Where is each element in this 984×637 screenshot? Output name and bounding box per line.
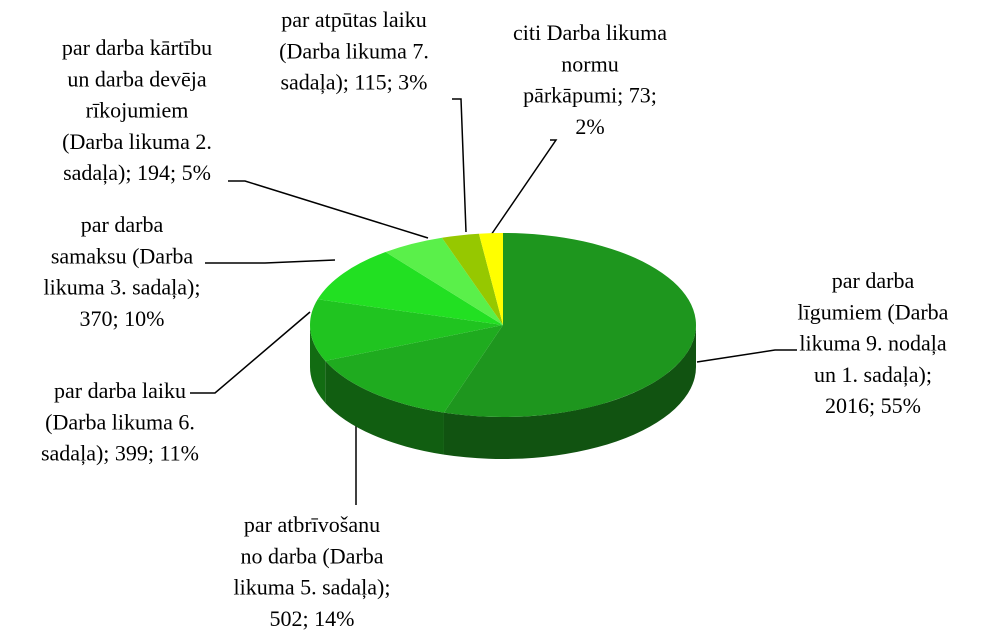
label-line: likuma 5. sadaļa); bbox=[233, 575, 390, 600]
slice bbox=[441, 233, 503, 325]
label-line: citi Darba likuma bbox=[513, 20, 667, 45]
label-line: līgumiem (Darba bbox=[798, 299, 949, 324]
slice bbox=[443, 233, 696, 417]
label-line: pārkāpumi; 73; bbox=[523, 83, 657, 108]
data-label: par darba kārtību un darba devēja rīkojumi… bbox=[62, 35, 212, 185]
leader-line bbox=[228, 180, 429, 239]
pie-sides bbox=[310, 325, 696, 459]
label-line: un 1. sadaļa); bbox=[814, 362, 932, 387]
label-line: par darba kārtību bbox=[62, 35, 212, 60]
leader-line bbox=[696, 349, 797, 363]
label-line: par atbrīvošanu bbox=[244, 512, 380, 537]
label-line: normu bbox=[561, 51, 618, 76]
slice bbox=[309, 299, 503, 361]
leader-line bbox=[490, 139, 558, 236]
data-label: citi Darba likuma normu pārkāpumi; 73; 2% bbox=[513, 20, 667, 139]
label-line: (Darba likuma 6. bbox=[45, 409, 195, 434]
label-line: 2% bbox=[575, 114, 604, 139]
label-line: par darba bbox=[81, 212, 164, 237]
label-line: (Darba likuma 7. bbox=[279, 38, 429, 63]
label-line: 370; 10% bbox=[80, 306, 165, 331]
slice bbox=[317, 251, 503, 325]
slice bbox=[478, 233, 503, 325]
slice bbox=[325, 325, 503, 413]
label-line: likuma 3. sadaļa); bbox=[43, 275, 200, 300]
label-line: par atpūtas laiku bbox=[281, 7, 426, 32]
label-line: un darba devēja bbox=[67, 66, 206, 91]
pie-tops bbox=[309, 233, 696, 417]
label-line: 502; 14% bbox=[270, 606, 355, 631]
label-line: sadaļa); 194; 5% bbox=[63, 160, 211, 185]
label-line: sadaļa); 399; 11% bbox=[41, 441, 199, 466]
label-line: 2016; 55% bbox=[825, 393, 921, 418]
label-line: rīkojumiem bbox=[86, 98, 189, 123]
label-line: samaksu (Darba bbox=[51, 243, 194, 268]
label-line: sadaļa); 115; 3% bbox=[280, 70, 427, 95]
data-label: par darba samaksu (Darba likuma 3. sadaļa)… bbox=[43, 212, 200, 331]
data-label: par atbrīvošanu no darba (Darba likuma 5. … bbox=[233, 512, 390, 631]
slice-side bbox=[325, 360, 444, 455]
label-line: par darba laiku bbox=[54, 378, 186, 403]
leader-lines bbox=[190, 98, 797, 505]
leader-line bbox=[190, 311, 311, 394]
slice bbox=[385, 237, 503, 325]
label-line: likuma 9. nodaļa bbox=[799, 331, 946, 356]
data-label: par darba laiku (Darba likuma 6. sadaļa); … bbox=[41, 378, 199, 466]
label-line: no darba (Darba bbox=[241, 543, 384, 568]
leader-line bbox=[452, 98, 467, 233]
slice-side bbox=[310, 325, 326, 403]
data-label: par darba līgumiem (Darba likuma 9. nodaļa… bbox=[798, 268, 949, 418]
label-line: (Darba likuma 2. bbox=[62, 129, 212, 154]
slice-side bbox=[443, 325, 696, 459]
data-label: par atpūtas laiku (Darba likuma 7. sadaļa)… bbox=[279, 7, 429, 95]
leader-line bbox=[205, 259, 336, 264]
label-line: par darba bbox=[832, 268, 915, 293]
